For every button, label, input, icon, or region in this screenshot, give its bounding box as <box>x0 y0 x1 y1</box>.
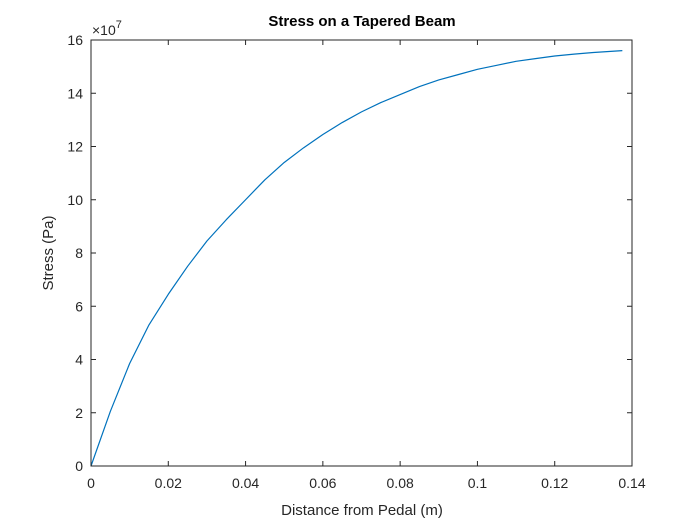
x-tick-label: 0.1 <box>468 475 488 491</box>
y-axis-ticks: 0 2 4 6 8 10 12 14 16 <box>67 32 632 474</box>
x-tick-label: 0 <box>87 475 95 491</box>
y-tick-label: 12 <box>67 139 83 155</box>
y-axis-label: Stress (Pa) <box>40 215 57 290</box>
y-tick-label: 10 <box>67 192 83 208</box>
plot-background <box>91 40 632 466</box>
x-tick-label: 0.02 <box>155 475 182 491</box>
x-tick-label: 0.08 <box>387 475 414 491</box>
y-tick-label: 2 <box>75 405 83 421</box>
y-axis-exponent: ×107 <box>92 19 122 38</box>
x-tick-label: 0.04 <box>232 475 259 491</box>
y-tick-label: 14 <box>67 85 83 101</box>
x-axis-ticks: 0 0.02 0.04 0.06 0.08 0.1 0.12 0.14 <box>87 40 646 491</box>
y-tick-label: 0 <box>75 458 83 474</box>
x-tick-label: 0.12 <box>541 475 568 491</box>
chart-title: Stress on a Tapered Beam <box>268 13 455 30</box>
x-tick-label: 0.06 <box>309 475 336 491</box>
y-tick-label: 8 <box>75 245 83 261</box>
plot-area <box>90 39 633 467</box>
y-tick-label: 16 <box>67 32 83 48</box>
stress-series-line <box>90 50 623 467</box>
y-tick-label: 6 <box>75 298 83 314</box>
y-axis-multiplier-exponent: 7 <box>116 19 122 31</box>
x-axis-label: Distance from Pedal (m) <box>281 502 443 519</box>
y-tick-label: 4 <box>75 352 83 368</box>
x-tick-label: 0.14 <box>618 475 645 491</box>
y-axis-multiplier-prefix: ×10 <box>92 22 116 38</box>
